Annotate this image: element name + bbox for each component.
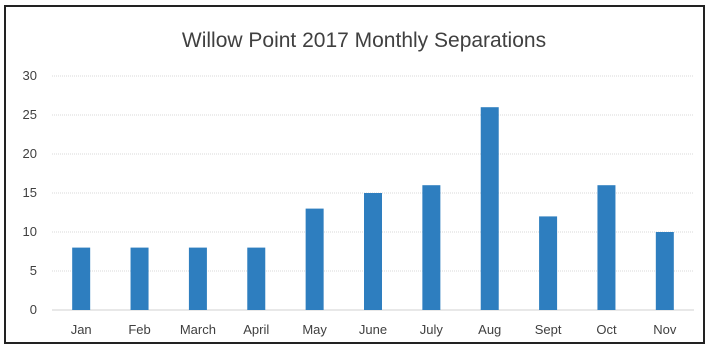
bar-feb xyxy=(130,247,149,310)
x-tick-label: Nov xyxy=(653,322,677,337)
y-tick-label: 25 xyxy=(23,107,37,122)
bar-sept xyxy=(539,216,558,310)
chart-svg: Willow Point 2017 Monthly Separations 0 5… xyxy=(23,29,694,337)
x-tick-label: Feb xyxy=(128,322,150,337)
bar-nov xyxy=(655,232,674,310)
y-tick-label: 30 xyxy=(23,68,37,83)
y-axis-ticks: 0 5 10 15 20 25 30 xyxy=(23,68,37,317)
chart-frame: Willow Point 2017 Monthly Separations 0 5… xyxy=(4,5,705,344)
y-tick-label: 15 xyxy=(23,185,37,200)
x-tick-label: May xyxy=(302,322,327,337)
x-tick-label: Oct xyxy=(596,322,617,337)
x-tick-label: March xyxy=(180,322,216,337)
bar-jan xyxy=(72,247,91,310)
x-axis-ticks: Jan Feb March April May June July Aug Sept Oct Nov xyxy=(71,322,677,337)
y-tick-label: 5 xyxy=(30,263,37,278)
x-tick-label: Jan xyxy=(71,322,92,337)
bar-oct xyxy=(597,185,616,310)
x-tick-label: Aug xyxy=(478,322,501,337)
y-tick-label: 0 xyxy=(30,302,37,317)
x-tick-label: April xyxy=(243,322,269,337)
x-tick-label: July xyxy=(420,322,444,337)
bar-aug xyxy=(480,107,499,310)
bar-june xyxy=(364,193,382,310)
x-tick-label: Sept xyxy=(535,322,562,337)
x-tick-label: June xyxy=(359,322,387,337)
bar-april xyxy=(247,247,266,310)
bar-may xyxy=(305,208,324,310)
bars xyxy=(72,107,674,310)
bar-march xyxy=(188,247,207,310)
y-tick-label: 10 xyxy=(23,224,37,239)
bar-july xyxy=(422,185,441,310)
chart-title: Willow Point 2017 Monthly Separations xyxy=(182,29,546,52)
y-tick-label: 20 xyxy=(23,146,37,161)
